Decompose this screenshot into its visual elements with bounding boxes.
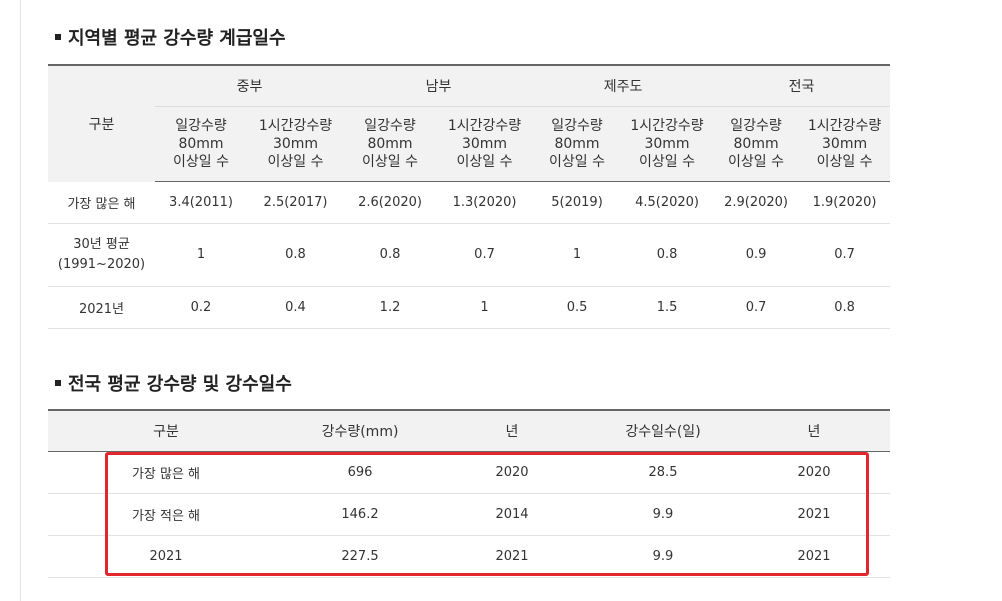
table-cell: 0.2	[155, 286, 247, 329]
regional-rain-days-table: 구분 중부 남부 제주도 전국 일강수량 80mm 이상일 수 1시간강수량 30mm…	[48, 64, 891, 329]
table-row: 가장 많은 해 3.4(2011) 2.5(2017) 2.6(2020) 1.…	[48, 181, 891, 224]
header-region-central: 중부	[155, 65, 345, 107]
table-cell: 2020	[738, 451, 890, 494]
sub-header: 1시간강수량 30mm 이상일 수	[621, 106, 714, 182]
table-cell: 0.8	[247, 223, 345, 287]
section-title-text: 지역별 평균 강수량 계급일수	[68, 28, 286, 49]
table-cell: 0.8	[344, 223, 437, 287]
row-label: 가장 많은 해	[48, 181, 155, 224]
header-year: 년	[738, 410, 890, 452]
table-cell: 0.8	[799, 286, 891, 329]
sub-header: 일강수량 80mm 이상일 수	[713, 106, 800, 182]
section-title-class-days: 지역별 평균 강수량 계급일수	[55, 24, 286, 50]
table-cell: 0.8	[621, 223, 714, 287]
section-title-nationwide: 전국 평균 강수량 및 강수일수	[55, 370, 292, 396]
table-row: 30년 평균 (1991~2020) 1 0.8 0.8 0.7 1 0.8 0.…	[48, 223, 891, 287]
table-row: 2021년 0.2 0.4 1.2 1 0.5 1.5 0.7 0.8	[48, 286, 891, 329]
sub-header: 일강수량 80mm 이상일 수	[533, 106, 622, 182]
table-cell: 1	[155, 223, 247, 287]
header-category: 구분	[48, 410, 284, 452]
row-label: 2021년	[48, 286, 155, 329]
table-cell: 2021	[436, 535, 588, 578]
table-cell: 2021	[738, 535, 890, 578]
header-region-south: 남부	[344, 65, 534, 107]
row-label: 2021	[48, 535, 284, 578]
table-cell: 4.5(2020)	[621, 181, 714, 224]
table-cell: 1	[533, 223, 622, 287]
table-cell: 2.5(2017)	[247, 181, 345, 224]
header-category: 구분	[48, 65, 155, 182]
left-divider	[20, 0, 21, 601]
table-cell: 2021	[738, 493, 890, 536]
table-cell: 1.3(2020)	[436, 181, 534, 224]
table-cell: 227.5	[284, 535, 436, 578]
header-year: 년	[436, 410, 588, 452]
table-cell: 0.4	[247, 286, 345, 329]
sub-header: 1시간강수량 30mm 이상일 수	[247, 106, 345, 182]
table-cell: 1.9(2020)	[799, 181, 891, 224]
header-region-jeju: 제주도	[533, 65, 714, 107]
table-row: 가장 적은 해 146.2 2014 9.9 2021	[48, 493, 890, 536]
table-row: 가장 많은 해 696 2020 28.5 2020	[48, 451, 890, 494]
sub-header: 일강수량 80mm 이상일 수	[344, 106, 437, 182]
header-rain-days: 강수일수(일)	[588, 410, 738, 452]
table-cell: 1.2	[344, 286, 437, 329]
table-cell: 2.9(2020)	[713, 181, 800, 224]
table-cell: 0.7	[436, 223, 534, 287]
table-cell: 0.7	[799, 223, 891, 287]
section-title-text: 전국 평균 강수량 및 강수일수	[68, 374, 292, 395]
sub-header: 1시간강수량 30mm 이상일 수	[436, 106, 534, 182]
table-cell: 9.9	[588, 493, 738, 536]
table-cell: 2020	[436, 451, 588, 494]
table-cell: 2.6(2020)	[344, 181, 437, 224]
table-cell: 0.9	[713, 223, 800, 287]
table-cell: 146.2	[284, 493, 436, 536]
table-cell: 9.9	[588, 535, 738, 578]
header-row: 구분 강수량(mm) 년 강수일수(일) 년	[48, 410, 890, 452]
sub-header: 1시간강수량 30mm 이상일 수	[799, 106, 891, 182]
table-cell: 1	[436, 286, 534, 329]
square-bullet-icon	[55, 34, 61, 40]
table-cell: 0.7	[713, 286, 800, 329]
table-cell: 28.5	[588, 451, 738, 494]
row-label: 가장 적은 해	[48, 493, 284, 536]
table-cell: 0.5	[533, 286, 622, 329]
square-bullet-icon	[55, 380, 61, 386]
row-label: 30년 평균 (1991~2020)	[48, 223, 155, 287]
sub-header: 일강수량 80mm 이상일 수	[155, 106, 247, 182]
table-cell: 2014	[436, 493, 588, 536]
header-rainfall: 강수량(mm)	[284, 410, 436, 452]
table-cell: 1.5	[621, 286, 714, 329]
table-cell: 5(2019)	[533, 181, 622, 224]
nationwide-rainfall-table: 구분 강수량(mm) 년 강수일수(일) 년 가장 많은 해 696 2020 …	[48, 409, 890, 578]
sub-header-row: 일강수량 80mm 이상일 수 1시간강수량 30mm 이상일 수 일강수량 80mm 이상…	[48, 106, 891, 182]
table-cell: 696	[284, 451, 436, 494]
table-cell: 3.4(2011)	[155, 181, 247, 224]
row-label: 가장 많은 해	[48, 451, 284, 494]
header-region-nationwide: 전국	[713, 65, 891, 107]
table-row: 2021 227.5 2021 9.9 2021	[48, 535, 890, 578]
